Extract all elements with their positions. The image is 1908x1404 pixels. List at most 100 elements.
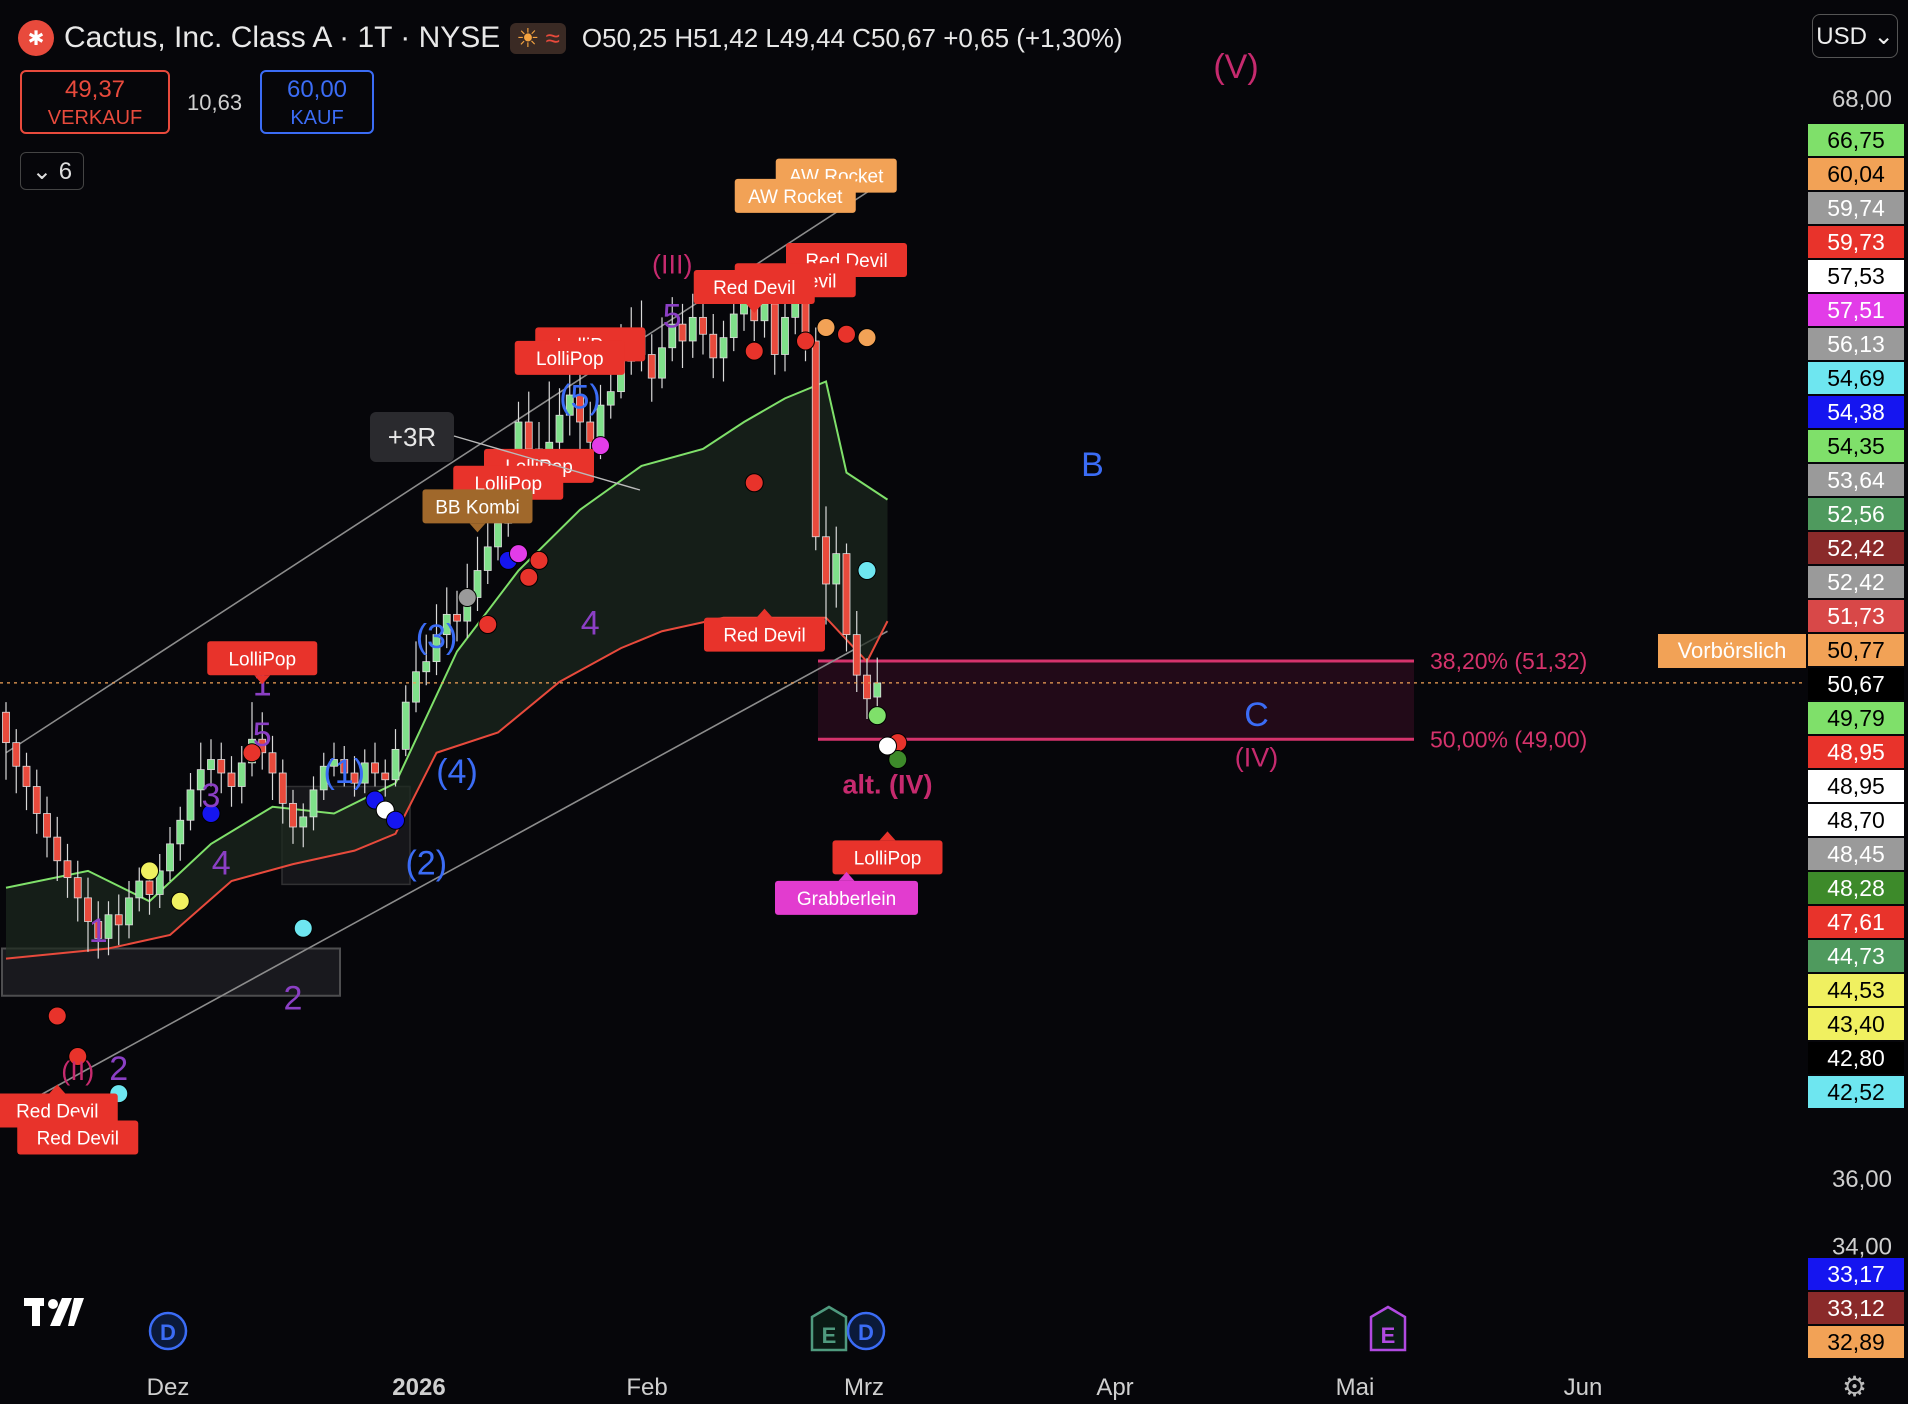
signal-tag[interactable]: Red Devil	[704, 608, 825, 652]
price-tag-box	[1808, 702, 1904, 734]
candle-body	[842, 553, 851, 636]
candle	[84, 877, 92, 952]
candle	[647, 334, 656, 402]
wave-label: B	[1081, 446, 1104, 484]
candle	[114, 894, 123, 946]
candle	[473, 536, 482, 611]
sun-icon[interactable]: ☀ ≈	[510, 22, 566, 54]
price-tag-box	[1808, 1008, 1904, 1040]
price-tag-label: 60,04	[1827, 161, 1885, 187]
signal-dot	[457, 588, 477, 607]
candle	[207, 739, 215, 787]
sell-button[interactable]: 49,37 VERKAUF	[20, 70, 170, 134]
currency-select[interactable]: USD ⌄	[1812, 14, 1898, 58]
price-tag-label: 52,42	[1827, 535, 1885, 561]
wave-label: 2	[284, 979, 303, 1017]
candle	[73, 860, 82, 922]
annotation-3r[interactable]: +3R	[370, 412, 454, 462]
dividend-marker-icon[interactable]: D	[846, 1311, 886, 1351]
signal-tag[interactable]: Red Devil	[17, 1111, 139, 1155]
candle-body	[760, 303, 769, 322]
price-tag-label: 59,74	[1827, 195, 1885, 221]
signal-tag-pointer	[49, 1084, 66, 1094]
signal-tag-box	[514, 340, 625, 375]
wave-label: 1	[89, 912, 108, 950]
candle-body	[606, 391, 615, 406]
indicators-toggle[interactable]: ⌄ 6	[20, 152, 84, 190]
candle	[2, 702, 10, 780]
candle-body	[43, 813, 51, 838]
signal-tag[interactable]: AW Rocket	[734, 178, 856, 213]
candle-body	[873, 682, 882, 698]
price-tag-label: 43,40	[1827, 1011, 1885, 1037]
candle-body	[473, 570, 482, 598]
signal-tag[interactable]: LolliPop	[832, 831, 943, 875]
earnings-marker-label: E	[822, 1323, 837, 1348]
signal-tag[interactable]: LolliPop	[514, 340, 625, 375]
tradingview-logo-icon[interactable]	[24, 1296, 86, 1330]
dividend-marker-circle	[148, 1311, 188, 1351]
signal-dot	[591, 436, 610, 456]
price-tag-box	[1808, 396, 1904, 428]
candle	[401, 685, 410, 757]
premarket-tag-box	[1658, 634, 1806, 668]
dividend-marker-icon[interactable]: D	[148, 1311, 188, 1351]
price-tag-box	[1808, 872, 1904, 904]
candle-body	[22, 765, 31, 787]
wave-label: 4	[581, 605, 600, 643]
candle-body	[340, 759, 349, 774]
price-tag-box	[1808, 192, 1904, 224]
candle-body	[647, 354, 656, 379]
fib-label: 50,00% (49,00)	[1430, 726, 1587, 752]
earnings-marker-icon[interactable]: E	[810, 1305, 848, 1352]
price-tag-label: 33,12	[1827, 1295, 1885, 1321]
candle-body	[299, 816, 308, 828]
price-tag-label: 48,45	[1827, 841, 1885, 867]
wave-label: 3	[202, 777, 221, 815]
earnings-marker-label: E	[1381, 1323, 1396, 1348]
buy-button[interactable]: 60,00 KAUF	[260, 70, 374, 134]
candle-body	[319, 765, 328, 791]
candle-body	[483, 546, 492, 571]
price-tag-label: 57,51	[1827, 297, 1885, 323]
price-tag: 56,13	[1808, 328, 1904, 360]
candle-body	[391, 748, 400, 781]
candle-body	[289, 802, 297, 828]
price-tag-box	[1808, 668, 1904, 700]
candle-body	[371, 762, 379, 774]
candle-body	[576, 394, 584, 423]
symbol-title[interactable]: Cactus, Inc. Class A · 1T · NYSE	[64, 21, 501, 54]
signal-tag[interactable]: LolliPop	[207, 641, 318, 685]
candle-body	[453, 613, 461, 622]
price-tag-box	[1808, 838, 1904, 870]
y-tick-label: 68,00	[1832, 86, 1892, 113]
candle	[176, 806, 185, 861]
price-tag-box	[1808, 532, 1904, 564]
settings-gear-icon[interactable]: ⚙	[1842, 1371, 1868, 1402]
candle-body	[668, 323, 677, 349]
candle-body	[186, 789, 195, 821]
candle	[863, 658, 871, 719]
candle	[196, 742, 205, 807]
wave-label: (4)	[436, 753, 478, 791]
cactus-logo-icon[interactable]: ✱	[18, 20, 54, 56]
signal-dot	[857, 328, 877, 348]
candle	[217, 742, 226, 794]
signal-dot	[140, 861, 159, 881]
price-tag-label: 48,95	[1827, 739, 1885, 765]
signal-tag-pointer	[756, 608, 773, 618]
signal-tag-box	[0, 1093, 118, 1128]
wave-label: (IV)	[1235, 742, 1279, 772]
signal-tag-label: LolliPop	[854, 848, 922, 869]
x-tick-label: Apr	[1096, 1374, 1133, 1401]
candle	[22, 752, 31, 811]
signal-tag[interactable]: Grabberlein	[775, 871, 918, 915]
candle	[565, 371, 574, 436]
candle	[852, 611, 861, 692]
signal-tag[interactable]: BB Kombi	[422, 489, 533, 533]
signal-tag[interactable]: Red Devil	[693, 270, 815, 313]
candle	[309, 776, 318, 831]
price-tag: 54,38	[1808, 396, 1904, 428]
earnings-marker-icon[interactable]: E	[1369, 1305, 1407, 1352]
